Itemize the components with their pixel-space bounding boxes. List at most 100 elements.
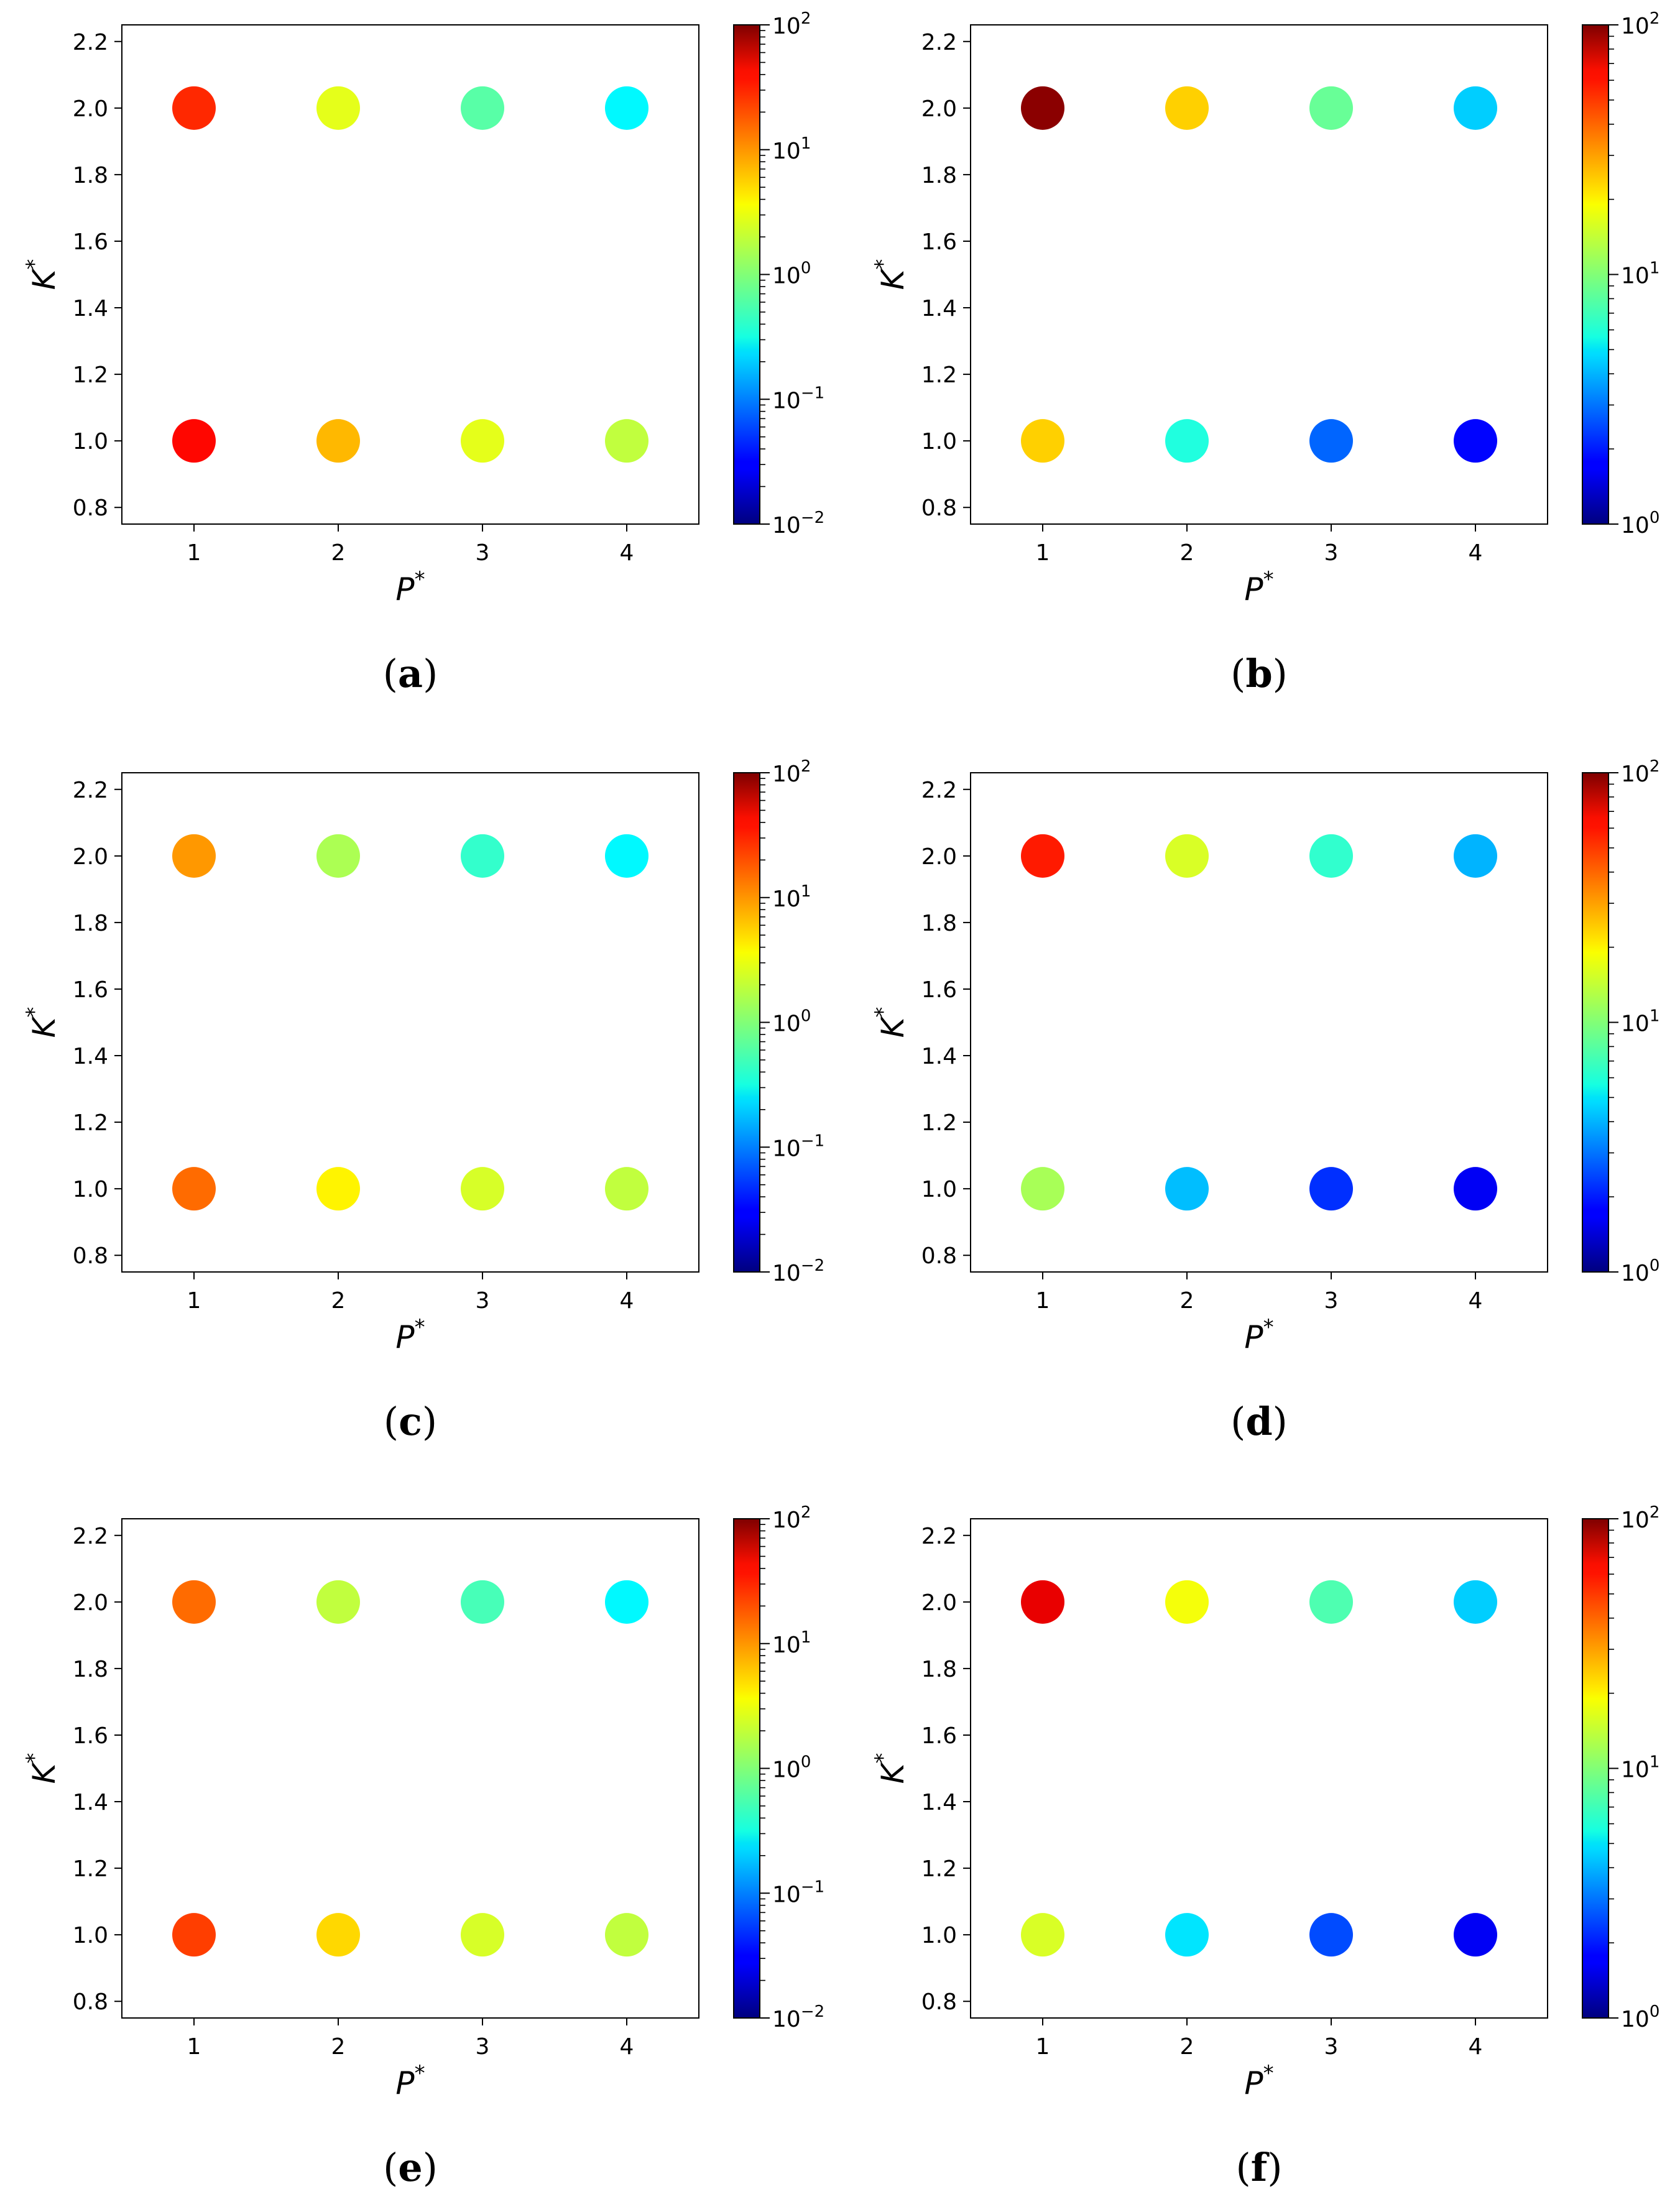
data-point xyxy=(605,86,648,130)
y-tick-label: 2.0 xyxy=(73,1590,108,1616)
x-tick-label: 4 xyxy=(620,2034,634,2060)
colorbar-tick-label: 10−1 xyxy=(772,384,824,413)
x-tick-label: 4 xyxy=(620,1288,634,1314)
data-point xyxy=(316,1913,360,1957)
data-point xyxy=(1165,86,1209,130)
axes-frame xyxy=(970,24,1548,525)
colorbar-tick-label: 10−2 xyxy=(772,509,824,538)
x-tick-label: 3 xyxy=(1324,2034,1339,2060)
data-point xyxy=(1309,834,1353,878)
data-point xyxy=(1309,86,1353,130)
x-tick-label: 1 xyxy=(1036,1288,1050,1314)
data-point xyxy=(1165,834,1209,878)
y-tick-label: 1.2 xyxy=(921,1110,957,1136)
y-tick-label: 1.8 xyxy=(73,911,108,936)
x-tick-label: 4 xyxy=(620,540,634,566)
data-point xyxy=(316,1580,360,1624)
y-tick-label: 1.6 xyxy=(921,977,957,1003)
panels-layer: 0.8 1.0 1.2 1.4 1.6 1.8 2.0 2.2 1 2 3 4 P* K* 10−2 10−1… xyxy=(22,9,1659,2190)
colorbar-tick-label: 100 xyxy=(772,259,811,289)
colorbar-tick-label: 101 xyxy=(772,1628,811,1658)
panel-e: 0.8 1.0 1.2 1.4 1.6 1.8 2.0 2.2 1 2 3 4 P* K* 10−2 10−1… xyxy=(22,1503,824,2190)
y-tick-label: 1.2 xyxy=(73,362,108,388)
x-tick-label: 2 xyxy=(1180,540,1194,566)
y-tick-label: 2.2 xyxy=(73,30,108,55)
x-tick-label: 2 xyxy=(331,1288,346,1314)
x-axis-label: P* xyxy=(395,567,425,607)
y-tick-label: 1.0 xyxy=(921,1177,957,1202)
data-point xyxy=(1021,86,1064,130)
colorbar-tick-label: 100 xyxy=(772,1753,811,1783)
data-point xyxy=(1309,1580,1353,1624)
colorbar-tick-label: 102 xyxy=(1621,1503,1659,1533)
colorbar-tick-label: 101 xyxy=(772,134,811,164)
colorbar-tick-label: 10−2 xyxy=(772,2002,824,2032)
data-point xyxy=(605,1167,648,1211)
y-tick-label: 1.8 xyxy=(921,163,957,188)
axes-frame xyxy=(970,772,1548,1273)
colorbar-tick-label: 102 xyxy=(772,1503,811,1533)
data-point xyxy=(1454,1167,1497,1211)
y-tick-label: 1.6 xyxy=(73,1723,108,1749)
data-point xyxy=(461,419,504,463)
y-axis-label: K* xyxy=(870,1007,911,1038)
data-point xyxy=(605,1580,648,1624)
panel-caption: (e) xyxy=(383,2145,438,2190)
y-tick-label: 1.4 xyxy=(921,1044,957,1069)
y-tick-label: 0.8 xyxy=(921,495,957,521)
data-point xyxy=(461,86,504,130)
data-point xyxy=(1309,1167,1353,1211)
data-point xyxy=(316,1167,360,1211)
y-axis-label: K* xyxy=(870,259,911,290)
data-point xyxy=(1021,419,1064,463)
colorbar-tick-label: 102 xyxy=(772,9,811,39)
y-tick-label: 1.0 xyxy=(921,1923,957,1948)
y-tick-label: 1.0 xyxy=(73,1177,108,1202)
axes-frame xyxy=(121,772,699,1273)
colorbar-tick-label: 100 xyxy=(1621,509,1659,538)
panel-caption: (c) xyxy=(384,1399,437,1444)
x-axis-label: P* xyxy=(1244,1315,1273,1355)
data-point xyxy=(1165,1913,1209,1957)
y-axis-label: K* xyxy=(22,259,62,290)
data-point xyxy=(172,834,216,878)
x-tick-label: 1 xyxy=(187,2034,201,2060)
y-tick-label: 1.8 xyxy=(921,911,957,936)
colorbar xyxy=(1582,772,1609,1273)
y-tick-label: 1.0 xyxy=(73,429,108,454)
data-point xyxy=(1309,1913,1353,1957)
panel-caption: (b) xyxy=(1230,651,1288,696)
y-tick-label: 1.4 xyxy=(921,296,957,321)
x-tick-label: 2 xyxy=(1180,1288,1194,1314)
colorbar-tick-label: 101 xyxy=(1621,1753,1659,1783)
panel-f: 0.8 1.0 1.2 1.4 1.6 1.8 2.0 2.2 1 2 3 4 P* K* 100 101 10… xyxy=(870,1503,1659,2190)
x-tick-label: 2 xyxy=(1180,2034,1194,2060)
y-tick-label: 1.2 xyxy=(921,362,957,388)
y-axis-label: K* xyxy=(22,1753,62,1784)
y-tick-label: 0.8 xyxy=(73,1243,108,1269)
y-tick-label: 1.6 xyxy=(73,977,108,1003)
x-tick-label: 1 xyxy=(187,1288,201,1314)
colorbar-tick-label: 100 xyxy=(772,1007,811,1037)
data-point xyxy=(461,834,504,878)
x-tick-label: 4 xyxy=(1469,1288,1483,1314)
colorbar-tick-label: 10−1 xyxy=(772,1131,824,1161)
colorbar-tick-label: 101 xyxy=(772,882,811,912)
y-tick-label: 1.6 xyxy=(921,229,957,255)
y-tick-label: 1.4 xyxy=(73,1790,108,1815)
panel-caption: (f) xyxy=(1235,2145,1282,2190)
x-tick-label: 4 xyxy=(1469,2034,1483,2060)
colorbar-tick-label: 100 xyxy=(1621,1256,1659,1286)
x-tick-label: 4 xyxy=(1469,540,1483,566)
colorbar-tick-label: 100 xyxy=(1621,2002,1659,2032)
x-tick-label: 1 xyxy=(1036,2034,1050,2060)
data-point xyxy=(1454,834,1497,878)
y-tick-label: 1.4 xyxy=(73,296,108,321)
y-tick-label: 2.2 xyxy=(921,778,957,803)
y-tick-label: 1.4 xyxy=(73,1044,108,1069)
data-point xyxy=(1021,1913,1064,1957)
y-tick-label: 1.4 xyxy=(921,1790,957,1815)
y-tick-label: 1.2 xyxy=(73,1856,108,1882)
data-point xyxy=(1165,419,1209,463)
